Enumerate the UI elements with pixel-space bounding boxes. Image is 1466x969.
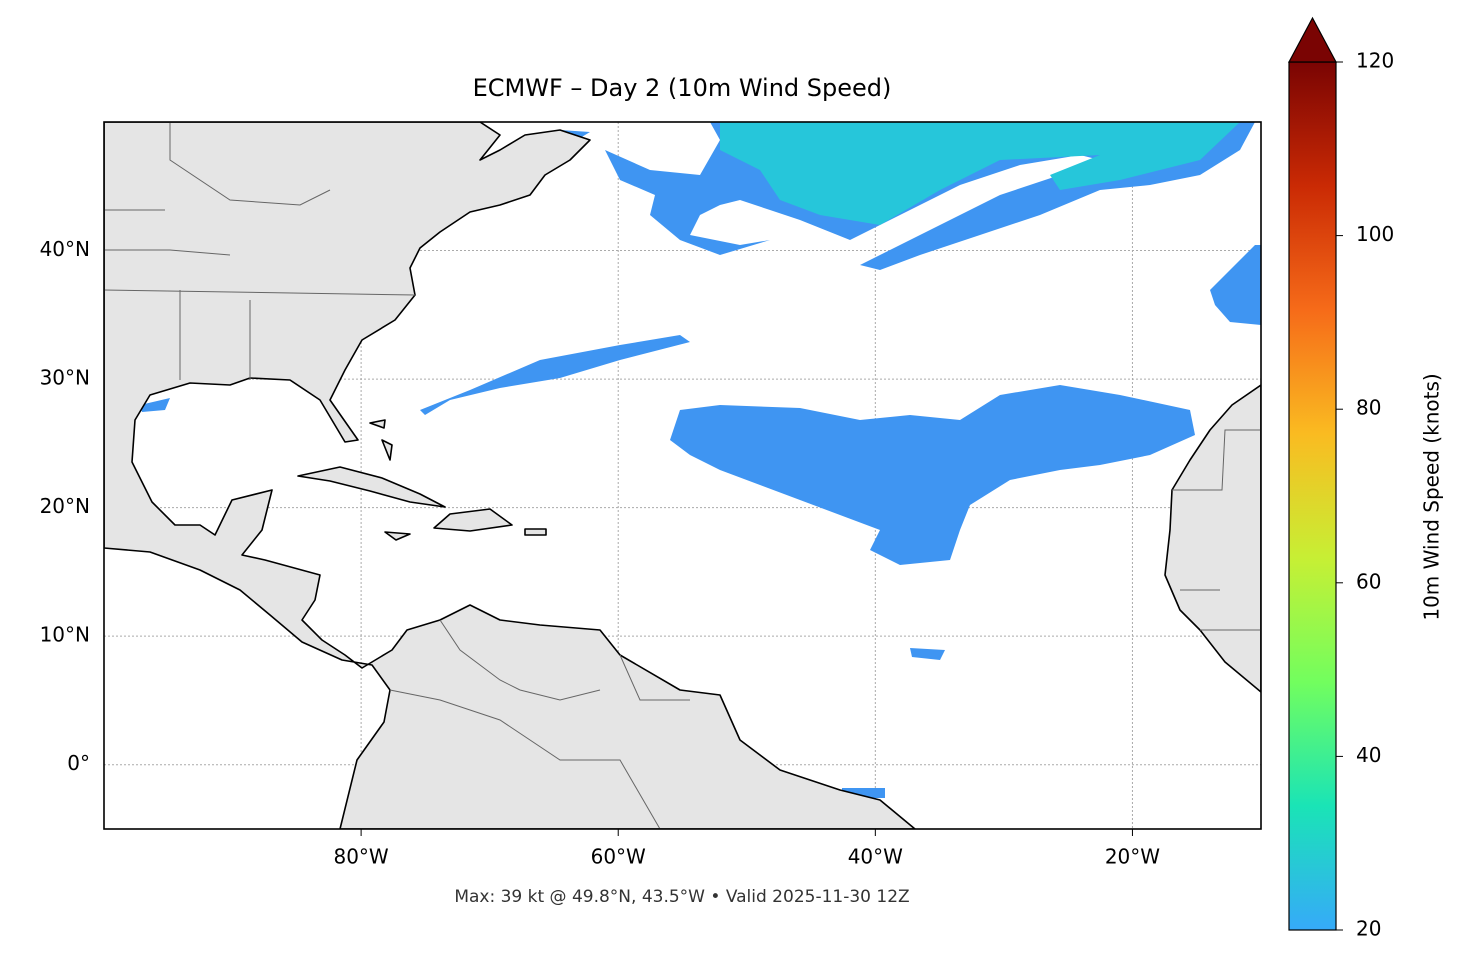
- x-tick-label: 20°W: [1105, 845, 1160, 869]
- colorbar-tick-label: 20: [1356, 917, 1381, 941]
- colorbar-tick-label: 40: [1356, 743, 1381, 767]
- map-frame: [103, 121, 1262, 830]
- cuba: [297, 466, 446, 508]
- colorbar-extend: [1287, 16, 1338, 63]
- x-tick-label: 60°W: [591, 845, 646, 869]
- colorbar-label: 10m Wind Speed (knots): [1420, 373, 1444, 620]
- colorbar-tick-label: 60: [1356, 569, 1381, 593]
- x-tick-label: 40°W: [848, 845, 903, 869]
- colorbar-tick-label: 100: [1356, 222, 1394, 246]
- bahamas: [369, 419, 393, 461]
- y-tick-label: 20°N: [40, 494, 90, 518]
- wind-area: [720, 122, 1240, 225]
- y-tick-label: 10°N: [40, 623, 90, 647]
- map-title: ECMWF – Day 2 (10m Wind Speed): [473, 74, 892, 102]
- colorbar-tick-label: 80: [1356, 396, 1381, 420]
- africa: [1164, 384, 1261, 693]
- y-tick-label: 40°N: [40, 237, 90, 261]
- wind-area: [910, 648, 945, 660]
- x-tick-label: 80°W: [333, 845, 388, 869]
- map-area: [104, 122, 1261, 829]
- hispaniola: [433, 508, 513, 532]
- map-note: Max: 39 kt @ 49.8°N, 43.5°W • Valid 2025…: [454, 887, 909, 907]
- y-tick-label: 30°N: [40, 366, 90, 390]
- colorbar: [1288, 61, 1337, 931]
- wind-field: [140, 122, 1261, 798]
- puerto-rico: [524, 528, 547, 536]
- wind-area: [1210, 245, 1261, 325]
- americas: [104, 122, 916, 829]
- country-borders: [104, 122, 1261, 829]
- colorbar-tick-label: 120: [1356, 49, 1394, 73]
- wind-area: [670, 385, 1195, 565]
- wind-area: [420, 335, 690, 415]
- y-tick-label: 0°: [67, 751, 90, 775]
- jamaica: [384, 531, 411, 541]
